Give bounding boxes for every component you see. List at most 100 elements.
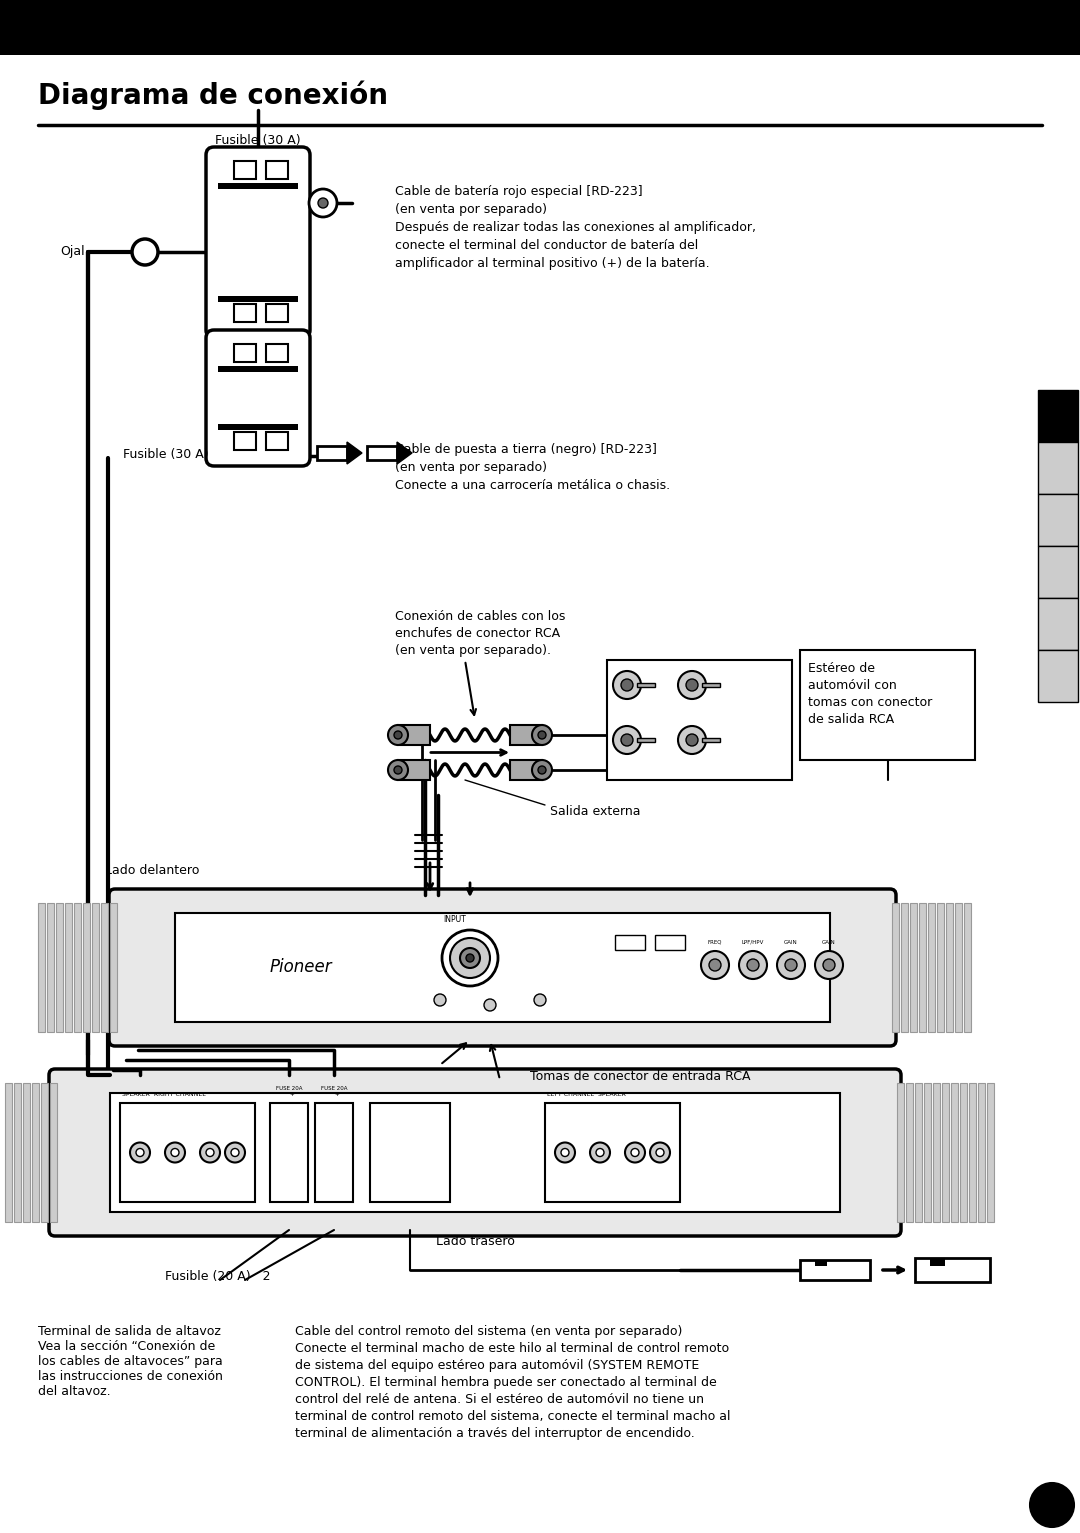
Text: FUSE 20A
    +: FUSE 20A + — [321, 1087, 348, 1098]
Bar — [218, 296, 298, 302]
Bar — [234, 161, 256, 179]
Bar — [234, 304, 256, 322]
Bar — [654, 935, 685, 950]
Bar — [901, 903, 908, 1032]
Circle shape — [484, 1000, 496, 1010]
Circle shape — [388, 760, 408, 780]
Bar — [32, 1082, 39, 1222]
Bar — [175, 914, 831, 1023]
Bar — [978, 1082, 985, 1222]
Circle shape — [656, 1148, 664, 1156]
Bar — [800, 1260, 870, 1280]
Bar — [702, 684, 720, 687]
Bar — [1038, 442, 1078, 494]
Circle shape — [318, 198, 328, 208]
Circle shape — [442, 931, 498, 986]
Bar — [5, 1082, 12, 1222]
Bar — [266, 161, 288, 179]
Text: Tomas de conector de entrada RCA: Tomas de conector de entrada RCA — [530, 1070, 751, 1082]
Bar — [110, 1093, 840, 1213]
Bar — [969, 1082, 976, 1222]
Text: Pioneer: Pioneer — [270, 958, 333, 977]
Circle shape — [613, 671, 642, 699]
Circle shape — [678, 727, 706, 754]
Text: Cable de puesta a tierra (negro) [RD-223]: Cable de puesta a tierra (negro) [RD-223… — [395, 443, 657, 455]
Bar — [960, 1082, 967, 1222]
Circle shape — [555, 1142, 575, 1162]
Bar — [1038, 598, 1078, 650]
Text: SPEAKER  RIGHT CHANNEL: SPEAKER RIGHT CHANNEL — [122, 1091, 206, 1098]
Polygon shape — [397, 442, 411, 464]
Circle shape — [206, 1148, 214, 1156]
Bar — [1038, 389, 1078, 442]
Bar — [942, 1082, 949, 1222]
Bar — [266, 432, 288, 451]
Bar — [919, 903, 926, 1032]
Text: Fusible (30 A): Fusible (30 A) — [123, 448, 210, 461]
Bar — [92, 903, 99, 1032]
Text: amplificador al terminal positivo (+) de la batería.: amplificador al terminal positivo (+) de… — [395, 258, 710, 270]
FancyBboxPatch shape — [206, 147, 310, 337]
Bar — [48, 903, 54, 1032]
Circle shape — [823, 960, 835, 970]
Text: Cable de batería rojo especial [RD-223]: Cable de batería rojo especial [RD-223] — [395, 185, 643, 198]
Circle shape — [686, 734, 698, 747]
Bar — [399, 760, 430, 780]
Text: Diagrama de conexión: Diagrama de conexión — [38, 80, 388, 109]
Bar — [1038, 546, 1078, 598]
Bar — [14, 1082, 21, 1222]
Text: A: A — [1052, 512, 1064, 527]
Bar — [234, 432, 256, 451]
Text: terminal de alimentación a través del interruptor de encendido.: terminal de alimentación a través del in… — [295, 1427, 694, 1439]
Bar — [120, 1104, 255, 1202]
Bar — [1038, 494, 1078, 546]
Bar — [318, 446, 347, 460]
Text: (en venta por separado): (en venta por separado) — [395, 202, 546, 216]
Bar — [930, 1259, 945, 1266]
Text: Conecte a una carrocería metálica o chasis.: Conecte a una carrocería metálica o chas… — [395, 478, 670, 492]
Text: automóvil con: automóvil con — [808, 679, 896, 691]
Text: Cable del control remoto del sistema (en venta por separado): Cable del control remoto del sistema (en… — [295, 1325, 683, 1338]
Circle shape — [171, 1148, 179, 1156]
Bar — [545, 1104, 680, 1202]
Text: enchufes de conector RCA: enchufes de conector RCA — [395, 627, 561, 639]
Text: Terminal de salida de altavoz
Vea la sección “Conexión de
los cables de altavoce: Terminal de salida de altavoz Vea la sec… — [38, 1325, 222, 1398]
Bar — [915, 1082, 922, 1222]
Bar — [928, 903, 935, 1032]
Text: FUSE 20A
    +: FUSE 20A + — [275, 1087, 302, 1098]
Circle shape — [590, 1142, 610, 1162]
Bar — [1038, 650, 1078, 702]
Text: Conecte el terminal macho de este hilo al terminal de control remoto: Conecte el terminal macho de este hilo a… — [295, 1341, 729, 1355]
Circle shape — [785, 960, 797, 970]
Circle shape — [460, 947, 480, 967]
Bar — [800, 650, 975, 760]
Text: LPF/HPV: LPF/HPV — [742, 940, 765, 944]
Bar — [815, 1260, 827, 1266]
Bar — [218, 425, 298, 429]
Text: Ñ: Ñ — [1052, 564, 1065, 579]
Circle shape — [596, 1148, 604, 1156]
Bar — [964, 903, 971, 1032]
Circle shape — [136, 1148, 144, 1156]
Bar — [946, 903, 953, 1032]
Bar — [56, 903, 63, 1032]
Text: terminal de control remoto del sistema, conecte el terminal macho al: terminal de control remoto del sistema, … — [295, 1410, 730, 1423]
Bar — [615, 935, 645, 950]
Circle shape — [650, 1142, 670, 1162]
Bar — [41, 1082, 48, 1222]
Circle shape — [231, 1148, 239, 1156]
Circle shape — [538, 766, 546, 774]
FancyBboxPatch shape — [49, 1069, 901, 1236]
Bar — [234, 343, 256, 362]
Bar — [75, 903, 81, 1032]
Text: GAIN: GAIN — [822, 940, 836, 944]
Circle shape — [701, 950, 729, 980]
Bar — [399, 725, 430, 745]
Circle shape — [388, 725, 408, 745]
Text: (en venta por separado).: (en venta por separado). — [395, 644, 551, 658]
Text: O: O — [1052, 616, 1065, 632]
Bar — [218, 182, 298, 189]
Bar — [266, 343, 288, 362]
Bar — [607, 661, 792, 780]
Circle shape — [686, 679, 698, 691]
